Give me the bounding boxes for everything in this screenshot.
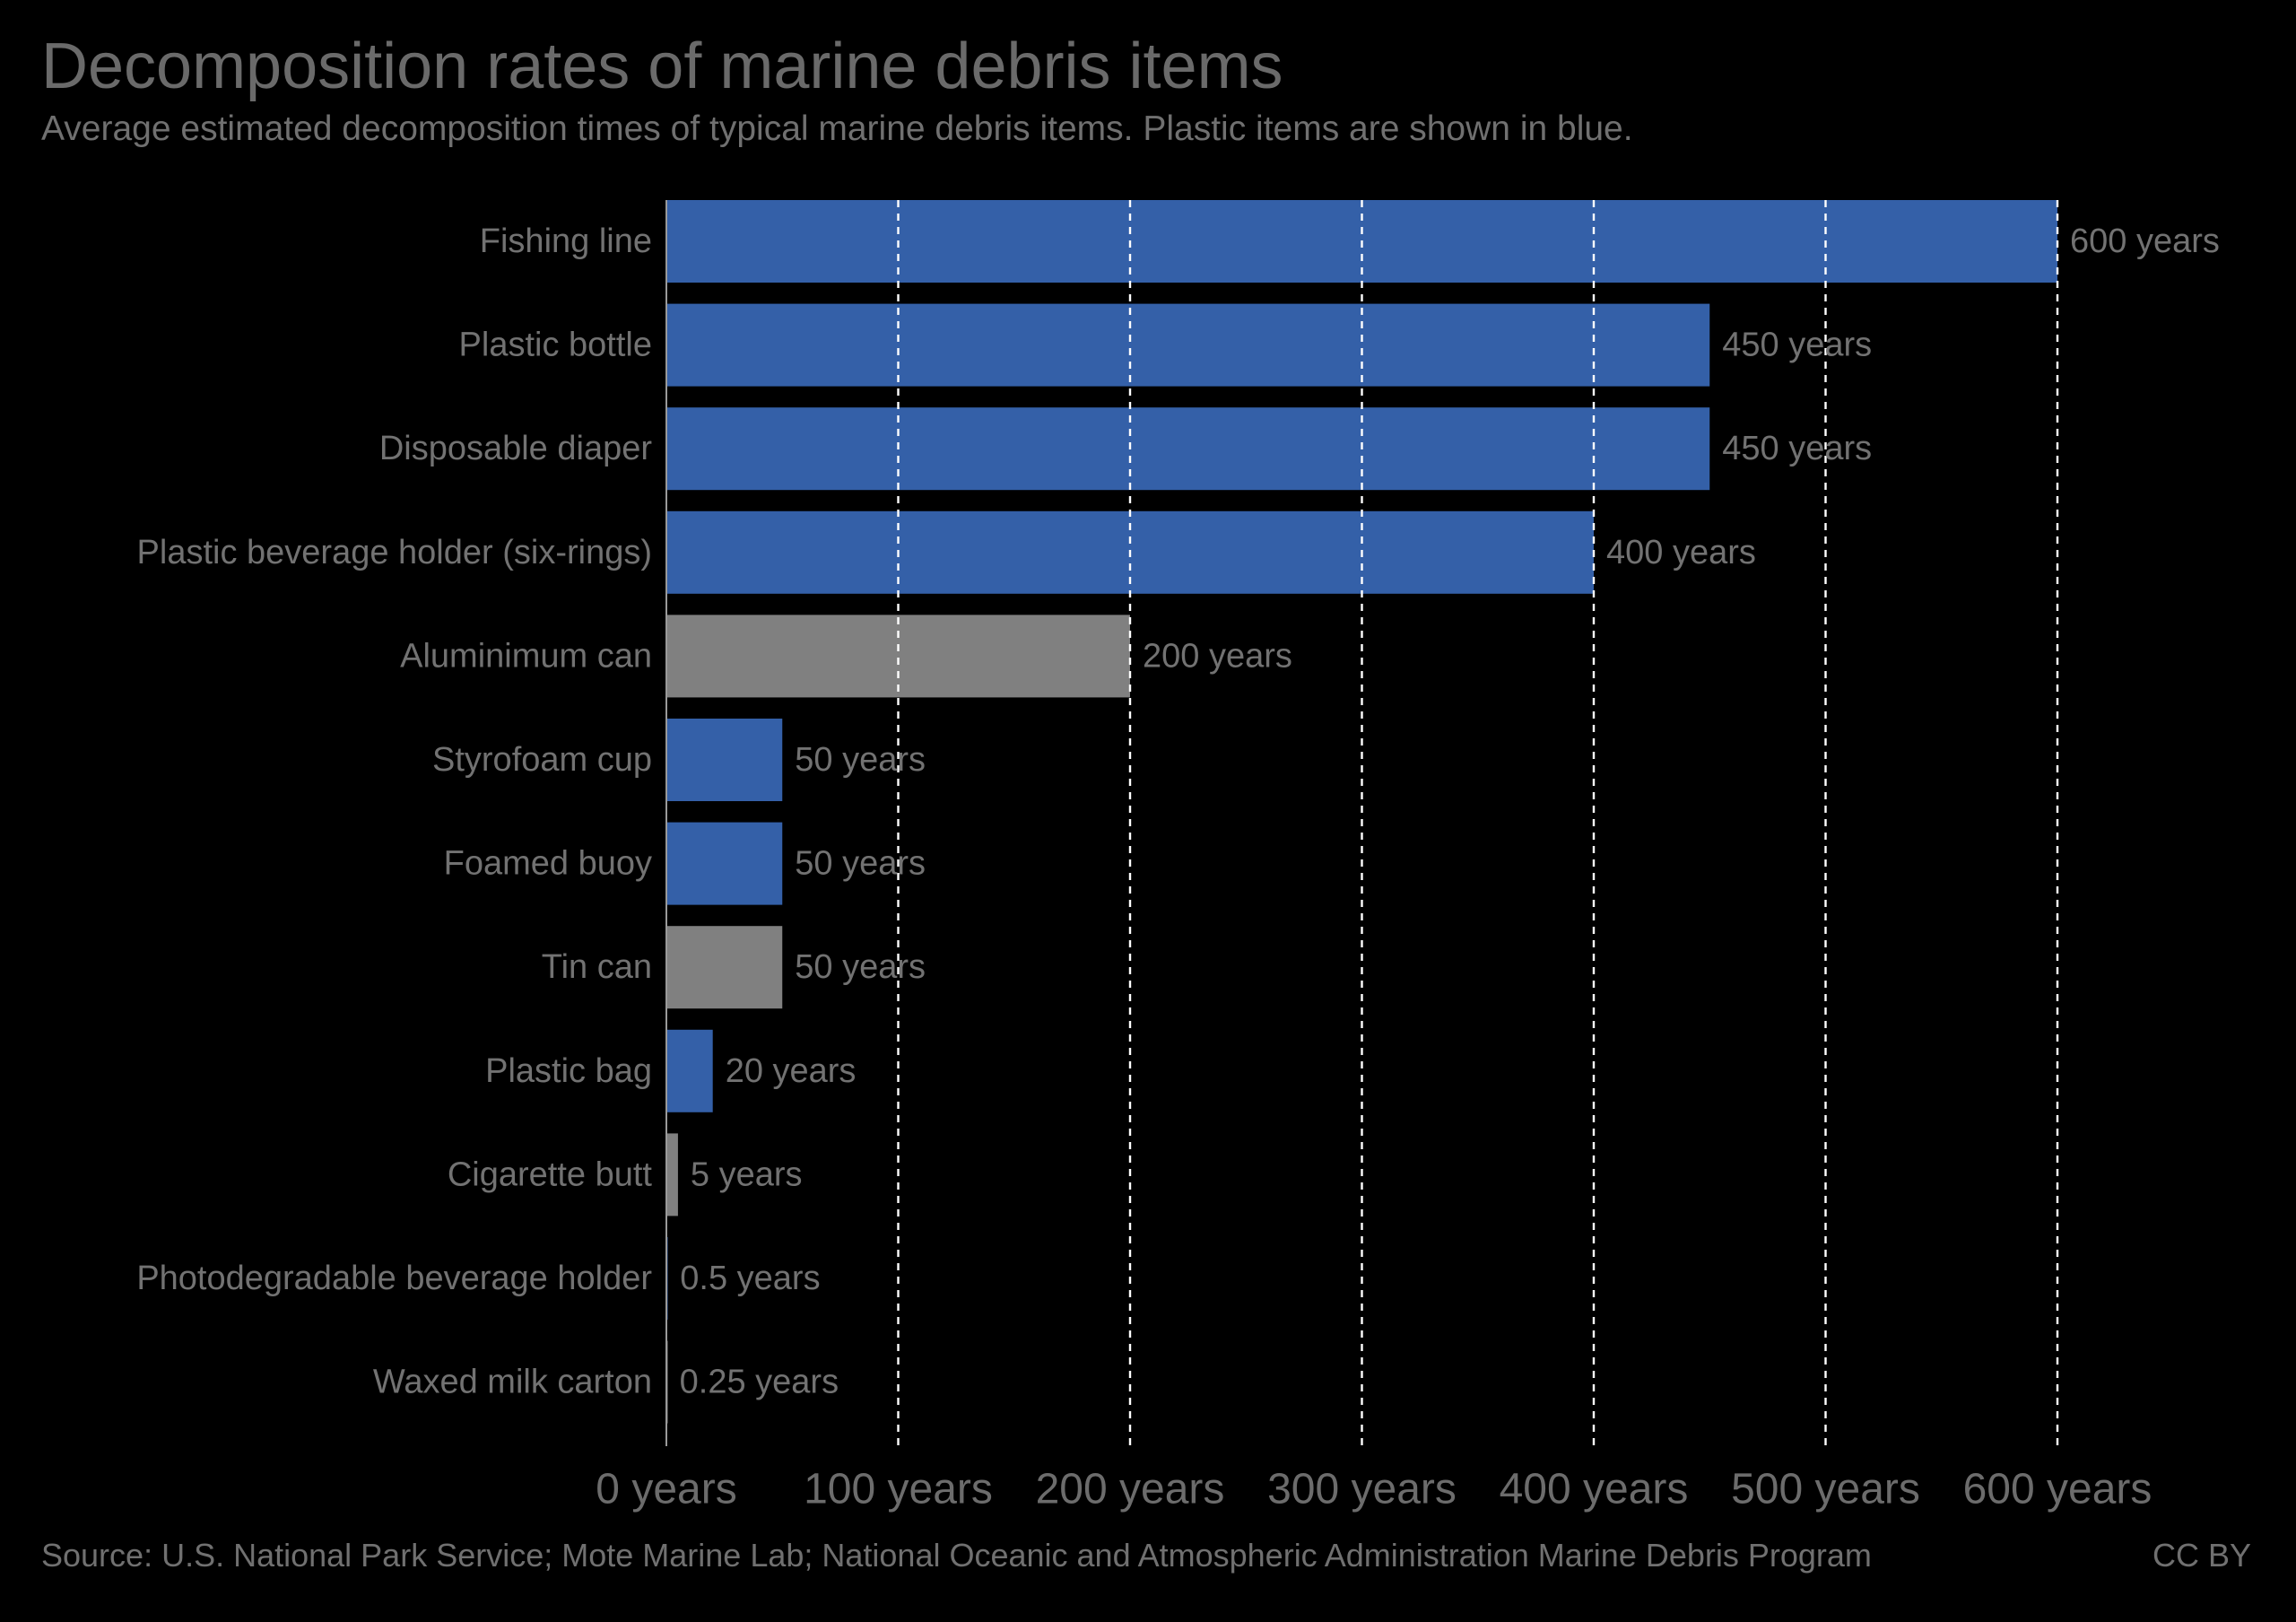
category-label-1: Plastic bottle (459, 327, 652, 364)
value-label-8: 20 years (726, 1052, 857, 1090)
x-tick-label-2: 200 years (1036, 1466, 1225, 1513)
x-tick-label-6: 600 years (1963, 1466, 2152, 1513)
x-tick-label-1: 100 years (804, 1466, 993, 1513)
value-label-2: 450 years (1722, 430, 1872, 467)
bar-8 (666, 1029, 713, 1112)
labels-layer: Fishing line 600 years Plastic bottle 450 y… (136, 222, 2220, 1513)
category-label-8: Plastic bag (485, 1052, 652, 1090)
value-label-0: 600 years (2070, 222, 2220, 260)
bar-4 (666, 615, 1130, 698)
bar-5 (666, 719, 783, 801)
category-label-10: Photodegradable beverage holder (136, 1260, 652, 1297)
x-tick-label-3: 300 years (1267, 1466, 1457, 1513)
value-label-9: 5 years (691, 1155, 803, 1193)
value-label-5: 50 years (795, 741, 926, 779)
category-label-6: Foamed buoy (444, 845, 652, 883)
x-tick-label-4: 400 years (1500, 1466, 1689, 1513)
category-label-3: Plastic beverage holder (six-rings) (137, 534, 652, 571)
category-label-5: Styrofoam cup (432, 741, 652, 779)
license-label: CC BY (2152, 1537, 2251, 1574)
chart-subtitle: Average estimated decomposition times of… (41, 109, 1633, 148)
value-label-11: 0.25 years (680, 1364, 839, 1401)
bar-9 (666, 1133, 678, 1216)
value-label-4: 200 years (1143, 637, 1292, 675)
bar-2 (666, 407, 1710, 491)
source-note: Source: U.S. National Park Service; Mote… (41, 1537, 1872, 1574)
x-tick-label-0: 0 years (596, 1466, 736, 1513)
value-label-1: 450 years (1722, 327, 1872, 364)
category-label-7: Tin can (542, 948, 652, 986)
gridlines (665, 200, 2059, 1446)
category-label-4: Aluminimum can (400, 637, 652, 675)
bar-7 (666, 926, 783, 1009)
bar-6 (666, 822, 783, 905)
value-label-10: 0.5 years (680, 1260, 820, 1297)
value-label-7: 50 years (795, 948, 926, 986)
category-label-11: Waxed milk carton (373, 1364, 652, 1401)
category-label-0: Fishing line (480, 222, 652, 260)
bar-1 (666, 303, 1710, 387)
category-label-2: Disposable diaper (379, 430, 653, 467)
chart-title: Decomposition rates of marine debris ite… (41, 31, 1283, 102)
value-label-6: 50 years (795, 845, 926, 883)
category-label-9: Cigarette butt (448, 1155, 653, 1193)
x-tick-label-5: 500 years (1731, 1466, 1920, 1513)
value-label-3: 400 years (1606, 534, 1756, 571)
